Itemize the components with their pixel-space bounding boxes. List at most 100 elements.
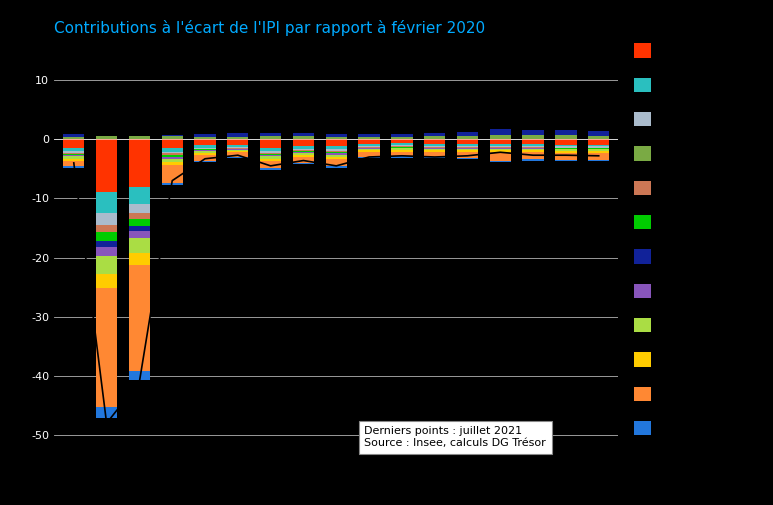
Bar — [162, 152, 183, 154]
Bar — [63, 153, 84, 154]
Bar — [63, 166, 84, 168]
Bar — [227, 148, 248, 149]
Bar — [325, 167, 347, 168]
Bar — [523, 135, 543, 139]
Bar — [457, 146, 478, 147]
Bar — [555, 153, 577, 160]
Bar — [227, 152, 248, 157]
Bar — [227, 147, 248, 148]
Bar — [194, 145, 216, 147]
Bar — [194, 149, 216, 150]
Bar — [325, 157, 347, 160]
Bar — [260, 157, 281, 159]
Bar — [457, 147, 478, 148]
Bar — [391, 146, 413, 147]
Bar — [325, 154, 347, 155]
Bar — [194, 137, 216, 139]
Bar — [555, 148, 577, 149]
Bar — [260, 151, 281, 153]
Bar — [293, 155, 314, 157]
Bar — [260, 154, 281, 155]
Bar — [293, 152, 314, 154]
Bar — [96, 139, 117, 192]
Bar — [555, 160, 577, 161]
Bar — [293, 148, 314, 150]
Bar — [129, 219, 150, 226]
Bar — [129, 139, 150, 186]
Bar — [424, 144, 445, 146]
Bar — [588, 144, 609, 146]
Bar — [588, 147, 609, 148]
Bar — [227, 157, 248, 158]
Bar — [424, 139, 445, 144]
Bar — [293, 146, 314, 148]
Bar — [424, 157, 445, 158]
Bar — [194, 151, 216, 153]
Bar — [96, 136, 117, 139]
Bar — [129, 205, 150, 213]
Bar — [489, 144, 511, 146]
Bar — [391, 150, 413, 152]
Bar — [523, 152, 543, 160]
Bar — [523, 139, 543, 144]
Bar — [63, 155, 84, 157]
Bar — [523, 160, 543, 161]
Bar — [227, 149, 248, 150]
Bar — [391, 143, 413, 145]
Bar — [555, 144, 577, 146]
Bar — [424, 148, 445, 150]
Bar — [424, 147, 445, 148]
Bar — [489, 161, 511, 162]
Bar — [260, 159, 281, 161]
Bar — [555, 151, 577, 153]
Bar — [489, 147, 511, 148]
Bar — [162, 148, 183, 152]
Bar — [391, 139, 413, 143]
Bar — [325, 137, 347, 139]
Bar — [424, 146, 445, 147]
Bar — [588, 136, 609, 139]
Bar — [424, 152, 445, 157]
Bar — [523, 150, 543, 152]
Bar — [555, 146, 577, 147]
Bar — [588, 160, 609, 161]
Bar — [359, 152, 380, 157]
Bar — [424, 136, 445, 139]
Text: Contributions à l'écart de l'IPI par rapport à février 2020: Contributions à l'écart de l'IPI par rap… — [54, 20, 485, 36]
Bar — [129, 238, 150, 253]
Bar — [129, 136, 150, 139]
Bar — [391, 137, 413, 139]
Bar — [588, 149, 609, 151]
Bar — [325, 139, 347, 146]
Bar — [63, 151, 84, 153]
Bar — [325, 134, 347, 137]
Bar — [555, 130, 577, 135]
Bar — [325, 146, 347, 149]
Bar — [457, 136, 478, 139]
Bar — [260, 133, 281, 136]
Bar — [391, 147, 413, 148]
Bar — [194, 155, 216, 161]
Bar — [293, 151, 314, 152]
Bar — [523, 147, 543, 148]
Bar — [489, 129, 511, 134]
Bar — [489, 146, 511, 147]
Bar — [227, 145, 248, 147]
Bar — [457, 158, 478, 160]
Bar — [96, 256, 117, 274]
Bar — [63, 148, 84, 151]
Bar — [359, 147, 380, 148]
Bar — [293, 150, 314, 151]
Bar — [227, 139, 248, 145]
Bar — [260, 155, 281, 157]
Bar — [457, 148, 478, 150]
Text: Derniers points : juillet 2021
Source : Insee, calculs DG Trésor: Derniers points : juillet 2021 Source : … — [365, 426, 547, 448]
Bar — [588, 153, 609, 160]
Bar — [588, 131, 609, 136]
Bar — [194, 161, 216, 162]
Bar — [162, 136, 183, 139]
Bar — [63, 157, 84, 160]
Bar — [588, 146, 609, 147]
Bar — [523, 144, 543, 146]
Bar — [293, 154, 314, 155]
